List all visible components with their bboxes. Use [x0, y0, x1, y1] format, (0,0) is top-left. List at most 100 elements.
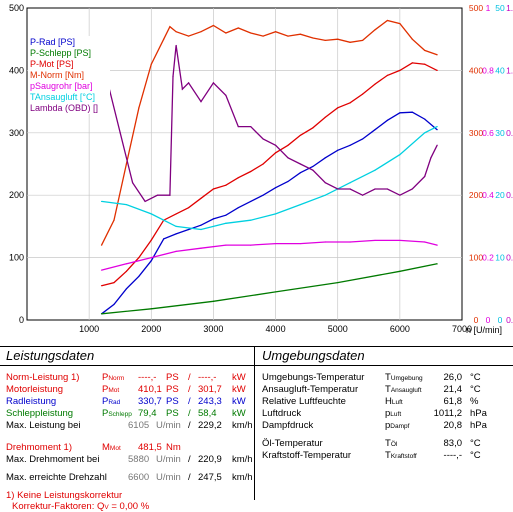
series-point: [262, 194, 264, 196]
series-point: [274, 213, 277, 215]
maxdreh-slash: /: [188, 454, 191, 465]
power-row-ps-unit: PS: [166, 396, 179, 407]
series-point: [299, 203, 302, 206]
power-row-kw-unit: kW: [232, 384, 246, 395]
series-point: [349, 241, 351, 243]
umgebung-row-value: 1011,2: [433, 408, 462, 419]
series-point: [225, 184, 227, 186]
right-axis-tick-label: 0.8: [506, 190, 513, 200]
series-point: [237, 125, 239, 128]
umgebung-row-label: Relative Luftfeuchte: [262, 396, 346, 407]
series-point: [299, 163, 302, 165]
header-divider: [0, 365, 513, 366]
series-point: [287, 144, 289, 146]
power-row-kw: 243,3: [198, 396, 222, 407]
series-point: [150, 257, 152, 259]
max-leistung-slash: /: [188, 420, 191, 431]
power-row-symbol: PRad: [102, 396, 121, 407]
series-point: [187, 228, 190, 231]
series-point: [187, 82, 190, 84]
right-axis-tick-label: 1.0: [506, 65, 513, 75]
series-point: [144, 200, 146, 203]
x-tick-label: 2000: [141, 324, 161, 334]
maxrpm-speed-unit: km/h: [232, 472, 253, 483]
series-point: [237, 177, 239, 179]
series-point: [361, 138, 364, 140]
series-point: [212, 188, 215, 190]
umgebung-row-symbol: pLuft: [385, 408, 402, 419]
umgebung-row-unit: °C: [470, 384, 481, 395]
series-point: [175, 44, 177, 47]
series-point: [436, 69, 438, 71]
series-point: [150, 213, 152, 215]
right-axis-tick-label: 0: [486, 315, 491, 325]
umgebung-row-value: 20,8: [443, 420, 463, 431]
series-point: [411, 111, 413, 113]
series-point: [200, 228, 202, 231]
umgebung-row-symbol: pDampf: [385, 420, 410, 431]
umgebung-row-value: 83,0: [443, 438, 463, 449]
series-point: [374, 29, 376, 31]
series-point: [138, 107, 140, 109]
series-point: [175, 213, 177, 215]
x-tick-label: 5000: [328, 324, 348, 334]
umgebung-row-unit: hPa: [470, 420, 487, 431]
series-line: [101, 62, 438, 287]
series-point: [324, 194, 326, 196]
series-point: [113, 303, 115, 305]
right-axis-tick-label: 200: [469, 190, 483, 200]
series-point: [399, 194, 401, 196]
legend-entry: pSaugrohr [bar]: [30, 81, 93, 91]
series-point: [169, 194, 171, 196]
left-tick-label: 500: [9, 3, 24, 13]
series-point: [424, 132, 426, 134]
right-axis-tick-label: 0.6: [506, 315, 513, 325]
series-point: [200, 31, 202, 33]
umgebung-row-unit: %: [470, 396, 479, 407]
umgebung-row-label: Kraftstoff-Temperatur: [262, 450, 352, 461]
right-axis-tick-label: 0.2: [482, 253, 494, 263]
power-row-ps: 410,1: [138, 384, 162, 395]
drehmoment-value: 481,5: [138, 442, 162, 453]
series-point: [411, 38, 413, 40]
left-tick-label: 300: [9, 128, 24, 138]
series-point: [312, 127, 314, 129]
series-point: [436, 144, 438, 146]
series-point: [113, 219, 115, 221]
umgebung-row-symbol: TÖl: [385, 438, 398, 449]
series-point: [399, 239, 401, 242]
right-axis-tick-label: 100: [469, 253, 483, 263]
umgebung-row-unit: °C: [470, 450, 481, 461]
right-axis-tick-label: 1.1: [506, 3, 513, 13]
maxrpm-speed: 247,5: [198, 472, 222, 483]
series-point: [250, 32, 252, 34]
series-point: [399, 154, 401, 156]
x-tick-label: 7000: [452, 324, 472, 334]
maxdreh-label: Max. Drehmoment bei: [6, 454, 100, 465]
drehmoment-label: Drehmoment 1): [6, 442, 72, 453]
power-row-symbol: PSchlepp: [102, 408, 132, 419]
power-row-symbol: PNorm: [102, 372, 125, 383]
series-point: [312, 37, 314, 39]
legend-entry: TAnsaugluft [°C]: [30, 92, 95, 102]
legend-entry: Lambda (OBD) []: [30, 103, 98, 113]
power-row-label: Motorleistung: [6, 384, 64, 395]
series-point: [399, 23, 401, 25]
right-axis-tick-label: 400: [469, 65, 483, 75]
series-point: [436, 263, 438, 265]
maxdreh-speed-unit: km/h: [232, 454, 253, 465]
series-point: [125, 270, 128, 272]
max-leistung-speed: 229,2: [198, 420, 222, 431]
series-point: [312, 169, 314, 171]
series-point: [187, 35, 190, 37]
right-axis-tick-label: 1: [486, 3, 491, 13]
series-point: [200, 247, 202, 249]
series-point: [274, 31, 277, 33]
series-point: [225, 214, 227, 216]
series-point: [125, 203, 128, 206]
series-point: [225, 222, 227, 224]
series-point: [250, 244, 252, 246]
series-point: [361, 93, 364, 95]
maxrpm-slash: /: [188, 472, 191, 483]
series-point: [262, 138, 264, 140]
